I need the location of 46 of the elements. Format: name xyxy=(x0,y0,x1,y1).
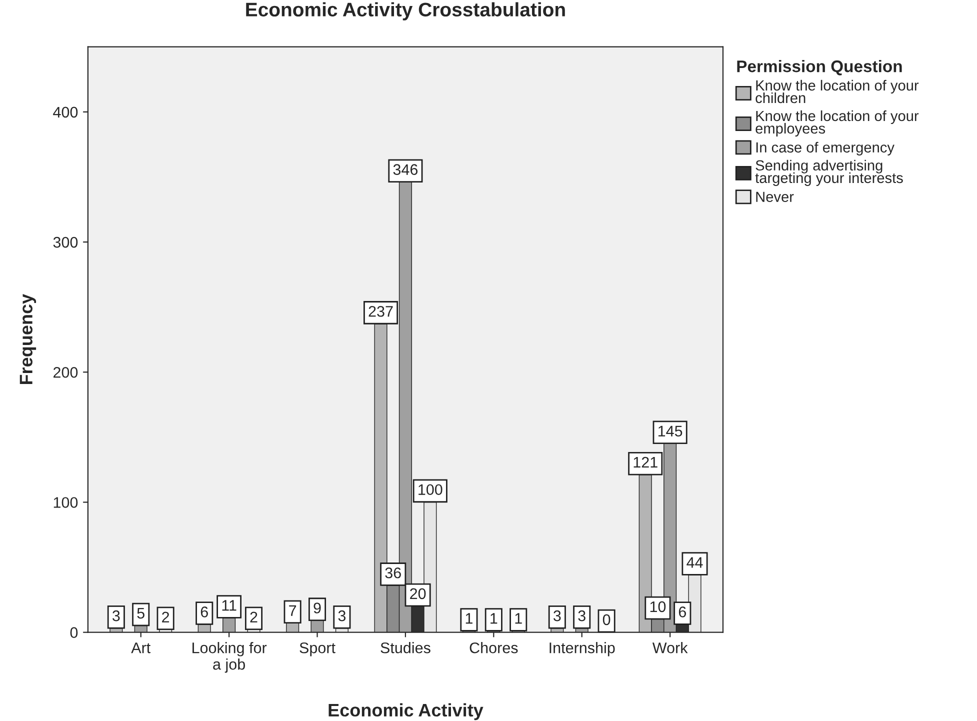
y-axis-title: Frequency xyxy=(20,294,36,384)
chart-title: Economic Activity Crosstabulation xyxy=(246,2,565,20)
data-label: 6 xyxy=(200,606,208,618)
x-tick-label: Sport xyxy=(300,642,336,656)
data-label: 3 xyxy=(338,610,346,622)
legend-label: Never xyxy=(756,192,794,202)
data-label: 145 xyxy=(658,426,682,436)
data-label: 11 xyxy=(222,600,236,611)
data-label: 346 xyxy=(393,164,418,175)
x-tick-label: Internship xyxy=(550,642,615,656)
data-label: 5 xyxy=(137,608,144,619)
legend-title: Permission Question xyxy=(737,60,902,76)
x-tick-label: Looking for a job xyxy=(192,642,267,673)
y-tick-label: 0 xyxy=(70,627,78,638)
data-label: 121 xyxy=(634,456,658,468)
y-tick-label: 400 xyxy=(53,106,78,118)
data-label: 2 xyxy=(250,612,258,622)
data-label: 3 xyxy=(112,610,120,622)
data-label: 10 xyxy=(650,601,666,612)
data-label: 1 xyxy=(466,613,472,624)
data-label: 1 xyxy=(490,613,498,624)
data-label: 3 xyxy=(553,610,561,622)
x-axis-title: Economic Activity xyxy=(328,703,484,720)
data-label: 237 xyxy=(368,306,393,317)
x-tick-label: Studies xyxy=(380,642,430,654)
legend-label: Know the location of your children xyxy=(756,80,919,104)
data-label: 20 xyxy=(410,588,426,600)
data-label: 0 xyxy=(602,614,610,626)
legend-label: Sending advertising targeting your interests xyxy=(755,160,903,186)
data-label: 1 xyxy=(515,613,522,624)
x-tick-label: Chores xyxy=(470,642,518,654)
x-tick-label: Art xyxy=(131,642,150,654)
data-label: 2 xyxy=(162,612,170,622)
data-label: 36 xyxy=(385,567,401,578)
y-tick-label: 300 xyxy=(53,236,78,248)
data-label: 6 xyxy=(678,606,686,618)
x-tick-label: Work xyxy=(652,642,688,654)
legend-label: Know the location of your employees xyxy=(756,110,919,137)
data-label: 7 xyxy=(289,605,296,616)
y-tick-label: 200 xyxy=(53,366,78,378)
data-label: 44 xyxy=(686,557,703,568)
data-label: 9 xyxy=(314,602,321,614)
data-label: 100 xyxy=(418,484,442,496)
data-label: 3 xyxy=(578,610,586,622)
legend-label: In case of emergency xyxy=(756,142,894,156)
y-tick-label: 100 xyxy=(54,497,78,508)
